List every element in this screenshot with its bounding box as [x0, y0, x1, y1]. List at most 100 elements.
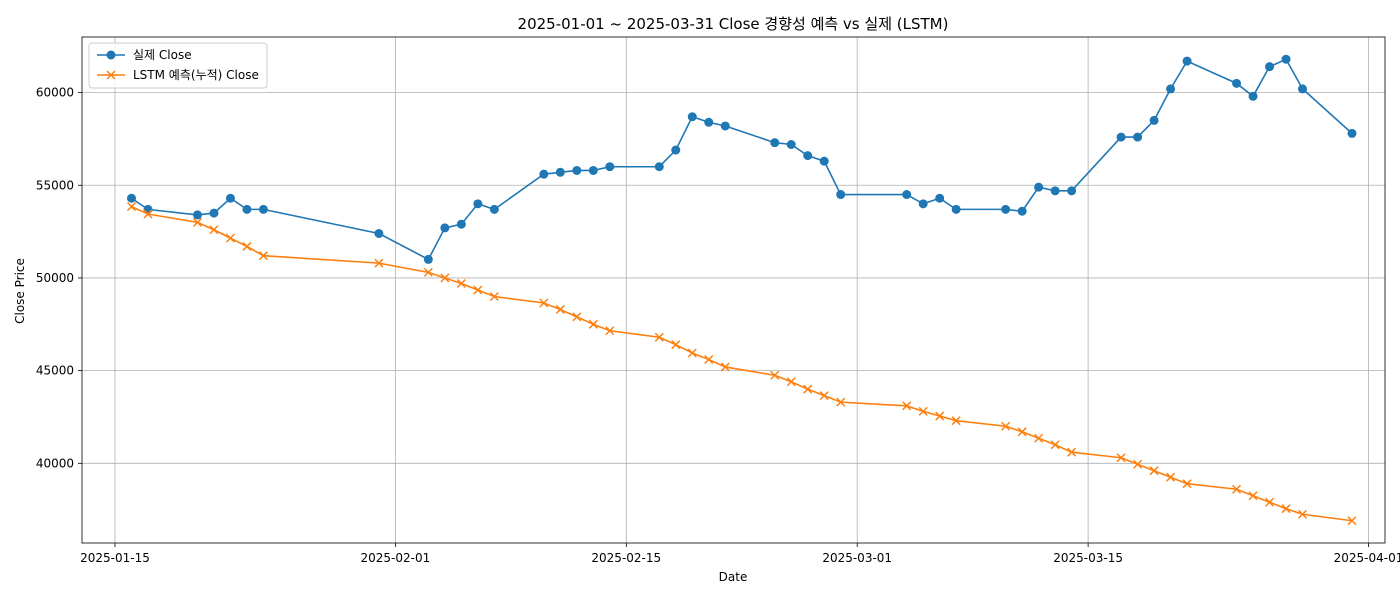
data-point [951, 204, 961, 214]
x-tick-label: 2025-03-01 [822, 551, 892, 565]
data-point [836, 190, 846, 200]
data-point [473, 285, 483, 295]
data-point [1347, 128, 1357, 138]
data-point [225, 233, 235, 243]
data-point [209, 208, 219, 218]
legend-label: 실제 Close [133, 48, 192, 62]
data-point [704, 117, 714, 127]
legend-label: LSTM 예측(누적) Close [133, 68, 259, 82]
data-point [1034, 433, 1044, 443]
data-point [423, 254, 433, 264]
data-point [374, 258, 384, 268]
data-point [489, 291, 499, 302]
data-point [1001, 204, 1011, 214]
data-point [786, 377, 796, 387]
data-point [918, 406, 928, 416]
x-axis-label: Date [719, 570, 748, 584]
data-point [456, 219, 466, 229]
y-axis-ticks: 40000 45000 50000 55000 60000 [36, 86, 82, 470]
data-point [1149, 115, 1159, 125]
data-point [209, 225, 219, 235]
data-point [1232, 78, 1242, 88]
data-point [902, 401, 912, 411]
data-point [192, 217, 202, 227]
data-point [1265, 497, 1275, 507]
data-point [1067, 186, 1077, 196]
data-point [671, 340, 681, 350]
series-1 [126, 202, 1357, 526]
data-point [786, 140, 796, 150]
data-point [456, 278, 466, 289]
legend-marker [106, 70, 116, 80]
chart-title: 2025-01-01 ~ 2025-03-31 Close 경향성 예측 vs … [518, 15, 949, 33]
series-0 [126, 54, 1357, 264]
data-point [1166, 84, 1176, 94]
data-point [687, 112, 697, 122]
legend: 실제 Close LSTM 예측(누적) Close [88, 42, 268, 89]
data-point [803, 384, 813, 394]
data-point [803, 151, 813, 161]
data-point [1248, 491, 1258, 501]
data-point [440, 273, 450, 283]
data-point [1298, 84, 1308, 94]
data-point [819, 391, 829, 401]
data-point [555, 304, 565, 314]
data-point [1034, 182, 1044, 192]
data-point [1298, 509, 1308, 519]
data-point [1248, 91, 1258, 101]
x-tick-label: 2025-03-15 [1053, 551, 1123, 565]
grid-lines [82, 37, 1385, 543]
data-point [588, 165, 598, 175]
data-point [1001, 421, 1011, 431]
data-point [720, 121, 730, 131]
data-point [1182, 56, 1192, 66]
data-point [605, 326, 615, 336]
data-point [126, 202, 137, 212]
y-tick-label: 50000 [36, 271, 74, 285]
data-point [1281, 504, 1291, 514]
data-point [951, 416, 961, 426]
data-point [1265, 62, 1275, 72]
data-point [605, 162, 615, 172]
data-point [1017, 206, 1027, 216]
data-point [918, 199, 928, 209]
data-point [572, 312, 582, 322]
plot-frame [81, 36, 1386, 544]
data-point [1067, 447, 1077, 457]
data-point [440, 223, 450, 233]
data-point [1050, 186, 1060, 196]
data-point [126, 193, 136, 203]
y-tick-label: 55000 [36, 178, 74, 192]
legend-item: 실제 Close [97, 48, 192, 62]
data-point [1116, 132, 1126, 142]
data-point [819, 156, 829, 166]
data-point [935, 193, 945, 203]
data-point [539, 298, 549, 308]
x-tick-label: 2025-02-01 [361, 551, 431, 565]
series-line [131, 58, 1353, 261]
y-tick-label: 45000 [36, 364, 74, 378]
data-point [1116, 453, 1126, 463]
data-point [1149, 466, 1159, 476]
data-point [258, 251, 268, 261]
legend-item: LSTM 예측(누적) Close [97, 68, 259, 82]
series-line [131, 205, 1353, 522]
data-point [225, 193, 235, 203]
data-point [143, 209, 153, 219]
data-point [687, 348, 697, 358]
data-point [242, 204, 252, 214]
data-point [1232, 484, 1242, 494]
data-point [770, 138, 780, 148]
data-point [1133, 132, 1143, 142]
data-point [1281, 54, 1291, 64]
y-tick-label: 60000 [36, 86, 74, 100]
data-point [654, 332, 664, 342]
data-point [1017, 427, 1027, 437]
data-point [489, 204, 499, 214]
data-point [654, 162, 664, 172]
y-axis-label: Close Price [13, 258, 27, 324]
data-series [126, 54, 1357, 526]
y-tick-label: 40000 [36, 456, 74, 470]
data-point [1050, 440, 1060, 450]
